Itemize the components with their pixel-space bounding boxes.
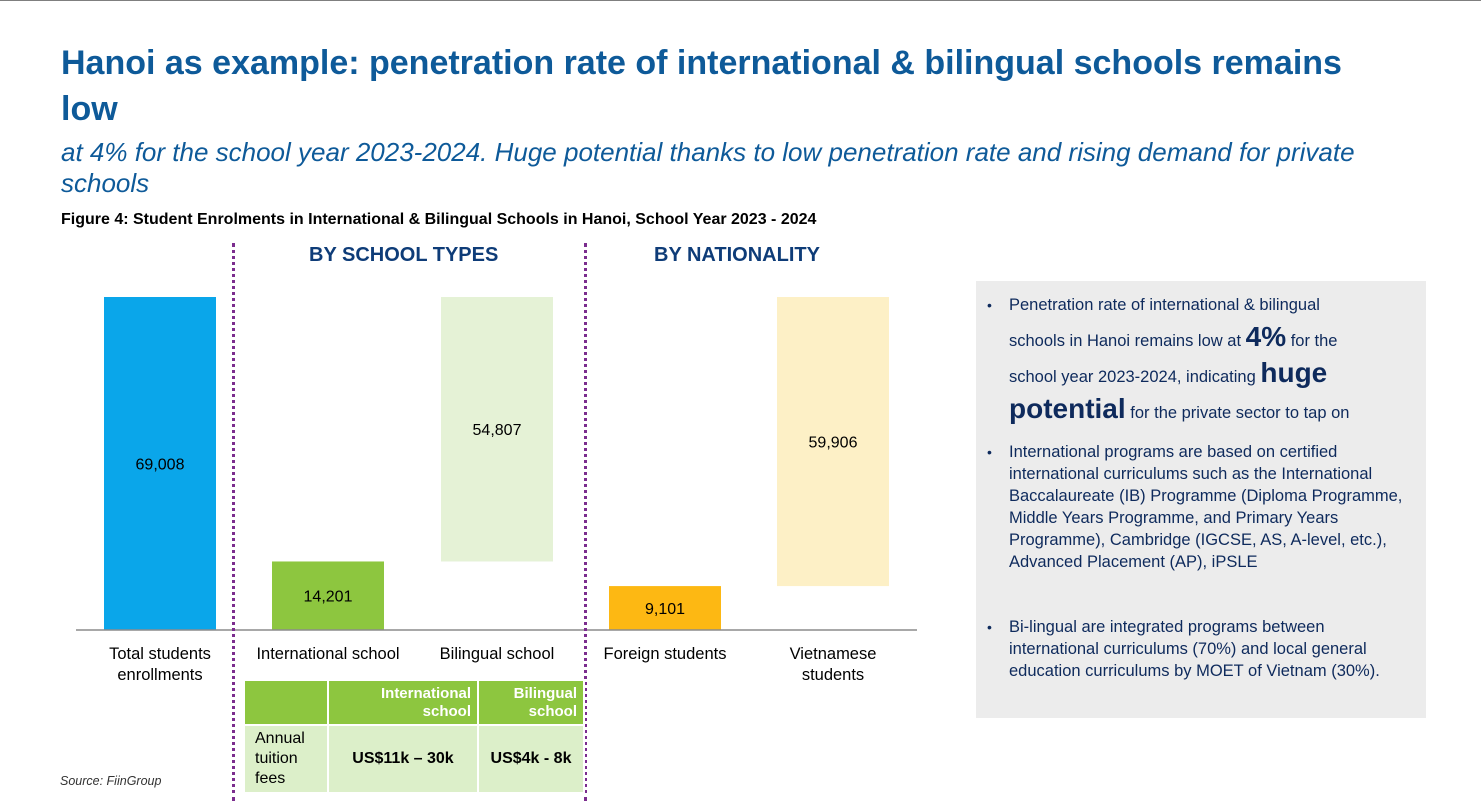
fees-table-header-row: International school Bilingual school [243, 679, 585, 726]
bar-total [104, 297, 216, 630]
bullet1-emphasis-huge: huge [1260, 357, 1328, 388]
data-label-total: 69,008 [136, 457, 185, 474]
fees-row-label-line-2: tuition [255, 750, 298, 767]
fees-row-label: Annual tuition fees [243, 724, 329, 794]
waterfall-chart: 69,008 Total students enrollments 14,201 Int… [76, 297, 917, 684]
category-label-international: International school [256, 645, 399, 663]
bar-bilingual [441, 297, 553, 562]
figure-caption: Figure 4: Student Enrolments in Internat… [61, 211, 817, 228]
section-heading-school-types: BY SCHOOL TYPES [309, 244, 499, 266]
source-note: Source: FiinGroup [60, 774, 162, 788]
data-label-bilingual: 54,807 [473, 422, 522, 439]
penetration-rate-value: 4% [1245, 321, 1287, 352]
fees-value-international: US$11k – 30k [327, 724, 479, 794]
fees-row-label-line-1: Annual [255, 730, 305, 747]
bullet-dot: • [987, 297, 992, 313]
bullet1-text-e: for the private sector to tap on [1130, 404, 1350, 422]
bar-vietnamese [777, 297, 889, 587]
data-label-international: 14,201 [304, 589, 353, 606]
page-subtitle: at 4% for the school year 2023-2024. Hug… [61, 137, 1355, 198]
bullet1-emphasis-potential: potential [1009, 393, 1126, 424]
bar-foreign [609, 586, 721, 630]
section-heading-nationality: BY NATIONALITY [654, 244, 820, 266]
bullet1-text-b: schools in Hanoi remains low at [1009, 332, 1242, 350]
category-label-vietnamese-line-1: Vietnamese [790, 645, 877, 663]
bullet2-text: International programs are based on cert… [1009, 443, 1403, 571]
top-border-line [0, 0, 1481, 1]
fees-header-bilingual: Bilingual school [477, 679, 585, 726]
page-title: Hanoi as example: penetration rate of in… [61, 44, 1342, 128]
bullet1-text-a: Penetration rate of international & bili… [1009, 296, 1320, 314]
bullet-dot: • [987, 444, 992, 460]
data-label-foreign: 9,101 [645, 601, 685, 618]
fees-row-label-line-3: fees [255, 770, 286, 787]
insight-bullet-international-programs: • International programs are based on ce… [987, 441, 1414, 573]
category-label-total-line-1: Total students [109, 645, 211, 663]
bullet1-text-d: school year 2023-2024, indicating [1009, 368, 1256, 386]
fees-header-international-text: International school [380, 684, 471, 720]
category-label-foreign: Foreign students [604, 645, 727, 663]
insight-bullet-penetration: • Penetration rate of international & bi… [987, 289, 1414, 429]
fees-table-body-row: Annual tuition fees US$11k – 30k US$4k -… [243, 724, 585, 794]
fees-header-bilingual-text: Bilingual school [513, 684, 577, 720]
bullet3-text: Bi-lingual are integrated programs betwe… [1009, 618, 1380, 680]
insight-bullet-bilingual-programs: • Bi-lingual are integrated programs bet… [987, 616, 1414, 682]
category-label-total-line-2: enrollments [117, 666, 202, 684]
fees-header-international: International school [327, 679, 479, 726]
bullet-dot: • [987, 619, 992, 635]
key-insights-panel: • Penetration rate of international & bi… [976, 281, 1426, 718]
category-label-bilingual: Bilingual school [440, 645, 555, 663]
section-divider-right [584, 243, 587, 801]
bar-international [272, 561, 384, 630]
bullet1-text-c: for the [1290, 332, 1338, 350]
fees-table-corner-cell [243, 679, 329, 726]
section-divider-left [232, 243, 235, 801]
tuition-fees-table: International school Bilingual school An… [243, 679, 585, 794]
fees-value-bilingual: US$4k - 8k [477, 724, 585, 794]
data-label-vietnamese: 59,906 [809, 435, 858, 452]
category-label-vietnamese-line-2: students [802, 666, 864, 684]
